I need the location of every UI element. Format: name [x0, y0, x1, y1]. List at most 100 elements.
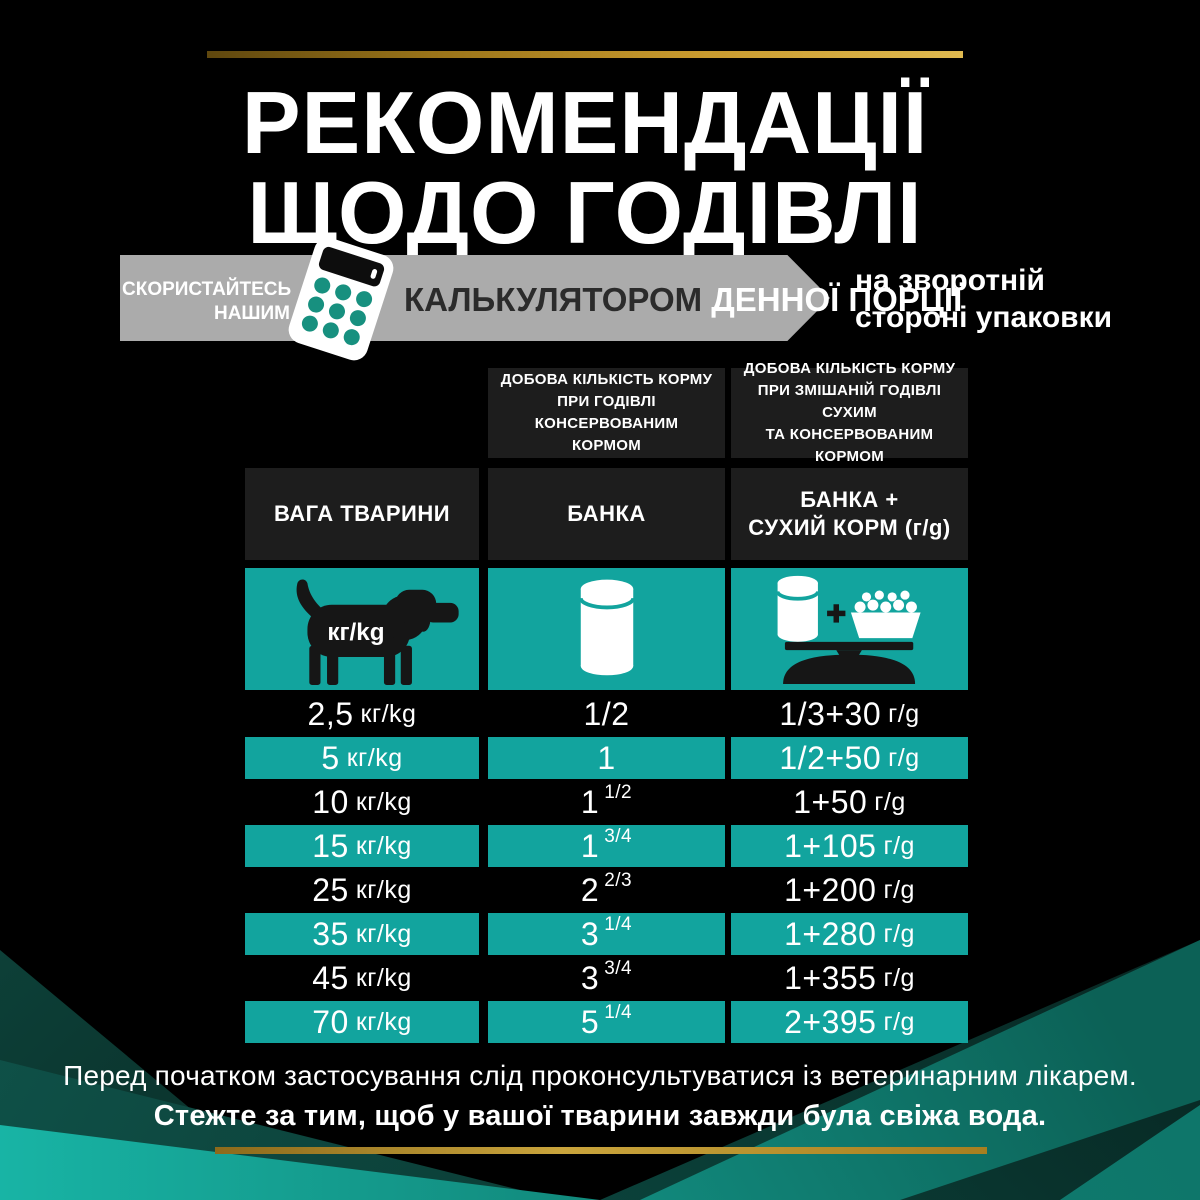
- cell-mix: 1+355 г/g: [731, 957, 968, 999]
- mix-value: 1+280: [784, 915, 877, 952]
- weight-unit: кг/kg: [355, 875, 412, 904]
- banner-aside-line1: на зворотній: [855, 264, 1045, 297]
- table-row: 25 кг/kg 2 2/3 1+200 г/g: [0, 868, 1200, 912]
- cell-mix: 1/3+30 г/g: [731, 693, 968, 735]
- can-whole-value: 1: [597, 739, 616, 776]
- cell-mix: 1+280 г/g: [731, 913, 968, 955]
- icon-cell-weight: кг/kg: [245, 568, 479, 690]
- cell-weight: 45 кг/kg: [245, 957, 479, 999]
- cell-mix: 1+50 г/g: [731, 781, 968, 823]
- can-whole-value: 3: [580, 959, 600, 996]
- banner-daily-portion-word: ДЕННОЇ ПОРЦІЇ: [702, 281, 963, 318]
- calculator-screen-notch: [369, 268, 378, 280]
- cell-can: 5 1/4: [488, 1001, 725, 1043]
- table-row: 2,5 кг/kg 1/2 1/3+30 г/g: [0, 692, 1200, 736]
- cell-can: 2 2/3: [488, 869, 725, 911]
- cell-can: 1 3/4: [488, 825, 725, 867]
- mix-value: 1/2+50: [779, 739, 882, 776]
- cell-weight: 15 кг/kg: [245, 825, 479, 867]
- cell-weight: 25 кг/kg: [245, 869, 479, 911]
- can-fraction-value: 1/4: [604, 914, 633, 935]
- can-fraction-value: 2/3: [604, 870, 633, 891]
- dog-weight-unit-label: кг/kg: [327, 619, 384, 646]
- cell-weight: 5 кг/kg: [245, 737, 479, 779]
- mix-value: 1/3+30: [779, 695, 882, 732]
- weight-unit: кг/kg: [355, 787, 412, 816]
- table-row: 10 кг/kg 1 1/2 1+50 г/g: [0, 780, 1200, 824]
- cell-can: 1: [488, 737, 725, 779]
- mix-unit: г/g: [883, 919, 915, 948]
- cell-weight: 10 кг/kg: [245, 781, 479, 823]
- weight-value: 2,5: [307, 695, 354, 732]
- weight-unit: кг/kg: [355, 963, 412, 992]
- icon-cell-scale: [731, 568, 968, 690]
- weight-value: 25: [312, 871, 349, 908]
- mix-value: 1+50: [793, 783, 868, 820]
- cell-weight: 2,5 кг/kg: [245, 693, 479, 735]
- weight-value: 10: [312, 783, 349, 820]
- banner-use-line2: НАШИМ: [213, 303, 290, 324]
- footer-fresh-water-text: Стежте за тим, щоб у вашої тварини завжд…: [153, 1100, 1047, 1132]
- can-fraction-value: 3/4: [604, 826, 633, 847]
- mix-unit: г/g: [874, 787, 906, 816]
- table-row: 70 кг/kg 5 1/4 2+395 г/g: [0, 1000, 1200, 1044]
- page-title-line1: РЕКОМЕНДАЦІЇ: [241, 73, 929, 172]
- weight-unit: кг/kg: [355, 919, 412, 948]
- weight-value: 5: [321, 739, 340, 776]
- cell-mix: 1+200 г/g: [731, 869, 968, 911]
- weight-value: 15: [312, 827, 349, 864]
- weight-unit: кг/kg: [355, 831, 412, 860]
- cell-mix: 2+395 г/g: [731, 1001, 968, 1043]
- can-fraction-value: 1/2: [604, 782, 633, 803]
- mix-unit: г/g: [888, 699, 920, 728]
- cell-can: 1 1/2: [488, 781, 725, 823]
- table-row: 45 кг/kg 3 3/4 1+355 г/g: [0, 956, 1200, 1000]
- weight-unit: кг/kg: [346, 743, 403, 772]
- header-animal-weight: ВАГА ТВАРИНИ: [245, 468, 479, 560]
- cell-mix: 1+105 г/g: [731, 825, 968, 867]
- icon-cell-can: [488, 568, 725, 690]
- table-row: 5 кг/kg 1 1/2+50 г/g: [0, 736, 1200, 780]
- mix-unit: г/g: [883, 831, 915, 860]
- banner-calculator-label: КАЛЬКУЛЯТОРОМ ДЕННОЇ ПОРЦІЇ: [404, 281, 962, 319]
- mix-unit: г/g: [883, 1007, 915, 1036]
- calculator-banner-arrow: [120, 255, 830, 341]
- mix-value: 1+355: [784, 959, 877, 996]
- page-title-line2: ЩОДО ГОДІВЛІ: [247, 163, 923, 262]
- scale-icon: [775, 575, 921, 684]
- gold-divider-bottom: [215, 1147, 987, 1154]
- mix-unit: г/g: [883, 963, 915, 992]
- can-fraction-value: 1/2: [583, 695, 630, 732]
- mix-value: 2+395: [784, 1003, 877, 1040]
- footer-consult-vet-text: Перед початком застосування слід проконс…: [63, 1060, 1137, 1091]
- gold-divider-top: [207, 51, 963, 58]
- table-row: 15 кг/kg 1 3/4 1+105 г/g: [0, 824, 1200, 868]
- banner-aside-note: на зворотній стороні упаковки: [855, 262, 1112, 336]
- banner-calculator-word: КАЛЬКУЛЯТОРОМ: [404, 281, 703, 318]
- calculator-buttons: [299, 275, 376, 348]
- can-icon: [578, 579, 635, 676]
- feeding-rows: 2,5 кг/kg 1/2 1/3+30 г/g 5 кг/kg: [0, 692, 1200, 1044]
- mix-value: 1+105: [784, 827, 877, 864]
- can-whole-value: 1: [580, 783, 600, 820]
- banner-aside-line2: стороні упаковки: [855, 301, 1113, 334]
- cell-can: 1/2: [488, 693, 725, 735]
- can-whole-value: 5: [580, 1003, 600, 1040]
- page-title: РЕКОМЕНДАЦІЇ ЩОДО ГОДІВЛІ: [0, 72, 1170, 262]
- cell-mix: 1/2+50 г/g: [731, 737, 968, 779]
- mix-unit: г/g: [883, 875, 915, 904]
- can-fraction-value: 1/4: [604, 1002, 633, 1023]
- mix-unit: г/g: [888, 743, 920, 772]
- weight-value: 70: [312, 1003, 349, 1040]
- banner-use-line1: СКОРИСТАЙТЕСЬ: [122, 279, 292, 300]
- weight-value: 35: [312, 915, 349, 952]
- can-whole-value: 3: [580, 915, 600, 952]
- can-whole-value: 2: [580, 871, 600, 908]
- weight-value: 45: [312, 959, 349, 996]
- note-canned-feeding: ДОБОВА КІЛЬКІСТЬ КОРМУ ПРИ ГОДІВЛІ КОНСЕ…: [488, 368, 725, 458]
- cell-weight: 35 кг/kg: [245, 913, 479, 955]
- cell-weight: 70 кг/kg: [245, 1001, 479, 1043]
- weight-unit: кг/kg: [360, 699, 417, 728]
- cell-can: 3 3/4: [488, 957, 725, 999]
- header-can-plus-dry: БАНКА + СУХИЙ КОРМ (г/g): [731, 468, 968, 560]
